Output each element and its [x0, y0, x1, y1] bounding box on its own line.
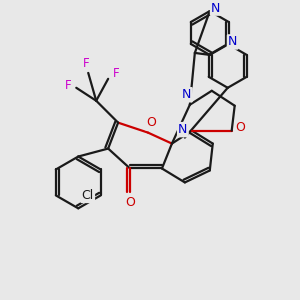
- Text: O: O: [146, 116, 156, 129]
- Text: O: O: [125, 196, 135, 209]
- Text: O: O: [236, 121, 246, 134]
- Text: N: N: [182, 88, 192, 101]
- Text: N: N: [211, 2, 220, 15]
- Text: F: F: [65, 79, 72, 92]
- Text: Cl: Cl: [82, 189, 94, 202]
- Text: N: N: [228, 35, 237, 49]
- Text: N: N: [178, 123, 188, 136]
- Text: F: F: [83, 57, 89, 70]
- Text: F: F: [113, 67, 119, 80]
